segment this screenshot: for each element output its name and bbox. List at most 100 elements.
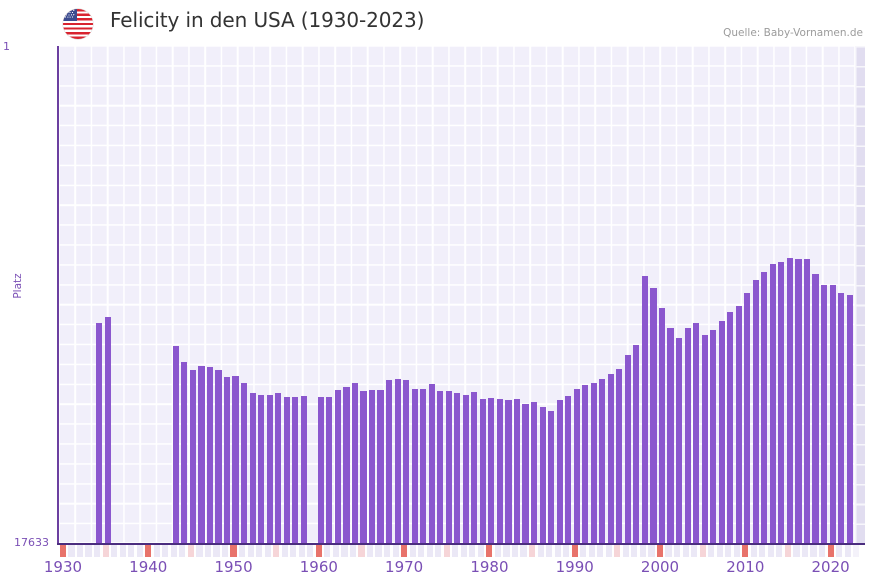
bar[interactable] <box>718 320 725 543</box>
bar[interactable] <box>838 293 845 543</box>
x-tick <box>204 545 212 557</box>
bar[interactable] <box>471 392 478 543</box>
bar[interactable] <box>752 280 759 543</box>
bar[interactable] <box>761 271 768 543</box>
bar[interactable] <box>548 411 555 543</box>
bar[interactable] <box>437 391 444 543</box>
bar[interactable] <box>624 354 631 543</box>
bar[interactable] <box>616 368 623 543</box>
bar[interactable] <box>769 264 776 543</box>
bar[interactable] <box>820 285 828 543</box>
y-axis-title: Platz <box>12 273 24 299</box>
x-tick <box>196 545 203 557</box>
bar[interactable] <box>803 259 811 543</box>
bar[interactable] <box>650 287 657 543</box>
bar[interactable] <box>334 390 341 543</box>
bar[interactable] <box>829 285 836 543</box>
bar[interactable] <box>189 369 196 543</box>
bar[interactable] <box>360 391 367 543</box>
x-tick <box>409 545 416 557</box>
x-axis-label: 1990 <box>555 558 594 576</box>
bar[interactable] <box>846 295 853 543</box>
bar[interactable] <box>275 393 282 543</box>
bar[interactable] <box>496 399 504 543</box>
bar[interactable] <box>727 311 734 543</box>
bar[interactable] <box>420 389 427 543</box>
bar[interactable] <box>351 383 359 543</box>
bar[interactable] <box>249 393 256 543</box>
bar[interactable] <box>96 323 103 543</box>
bar[interactable] <box>258 394 265 543</box>
bar[interactable] <box>599 378 606 543</box>
bar[interactable] <box>531 402 538 543</box>
bar[interactable] <box>658 307 666 543</box>
bar[interactable] <box>488 398 495 543</box>
bar[interactable] <box>565 396 572 543</box>
bar[interactable] <box>266 394 273 543</box>
bar[interactable] <box>786 257 793 543</box>
bar[interactable] <box>710 329 717 543</box>
x-tick <box>691 545 698 557</box>
bar[interactable] <box>641 275 649 543</box>
bar[interactable] <box>428 384 435 543</box>
bar[interactable] <box>744 293 751 543</box>
bar[interactable] <box>693 322 700 543</box>
bar[interactable] <box>198 365 205 543</box>
bar[interactable] <box>607 373 614 543</box>
bar[interactable] <box>462 394 469 543</box>
bar[interactable] <box>206 366 214 543</box>
bar[interactable] <box>403 380 410 543</box>
bar[interactable] <box>795 259 802 543</box>
x-tick <box>324 545 331 557</box>
bar[interactable] <box>735 305 742 543</box>
bar[interactable] <box>556 400 563 543</box>
flag-stars <box>63 9 77 21</box>
bar[interactable] <box>479 399 486 543</box>
bar[interactable] <box>172 346 179 543</box>
bar[interactable] <box>812 274 819 543</box>
bar[interactable] <box>675 337 683 543</box>
x-tick <box>179 545 186 557</box>
x-tick <box>384 545 391 557</box>
bar[interactable] <box>633 344 640 543</box>
bar[interactable] <box>513 399 521 543</box>
bar[interactable] <box>590 383 597 543</box>
bar[interactable] <box>573 389 580 543</box>
bar[interactable] <box>343 387 350 543</box>
x-tick <box>119 545 126 557</box>
x-tick <box>290 545 297 557</box>
bar[interactable] <box>326 397 333 543</box>
bar[interactable] <box>539 407 546 543</box>
x-tick <box>111 545 118 557</box>
bar[interactable] <box>445 391 452 543</box>
x-tick <box>716 545 723 557</box>
bar[interactable] <box>505 400 512 543</box>
bar[interactable] <box>582 385 589 543</box>
bar[interactable] <box>684 327 691 543</box>
bar[interactable] <box>386 380 393 543</box>
bar[interactable] <box>394 378 401 543</box>
bar[interactable] <box>292 397 299 543</box>
x-tick <box>452 545 459 557</box>
bar[interactable] <box>317 397 324 543</box>
bar[interactable] <box>377 390 384 543</box>
bar[interactable] <box>181 362 188 543</box>
bar[interactable] <box>454 393 461 543</box>
x-tick <box>725 545 732 557</box>
bar[interactable] <box>104 316 111 543</box>
bar[interactable] <box>300 396 307 543</box>
bar[interactable] <box>283 397 290 543</box>
bar[interactable] <box>778 261 785 543</box>
bar[interactable] <box>522 404 529 543</box>
bar[interactable] <box>223 376 231 543</box>
bar[interactable] <box>411 389 418 543</box>
x-tick <box>767 545 774 557</box>
x-tick <box>733 545 740 557</box>
bar[interactable] <box>232 375 239 543</box>
bar[interactable] <box>368 390 376 543</box>
bar[interactable] <box>241 383 248 543</box>
bar[interactable] <box>667 327 674 543</box>
bar[interactable] <box>215 369 222 543</box>
bar[interactable] <box>701 334 708 543</box>
x-tick <box>810 545 817 557</box>
